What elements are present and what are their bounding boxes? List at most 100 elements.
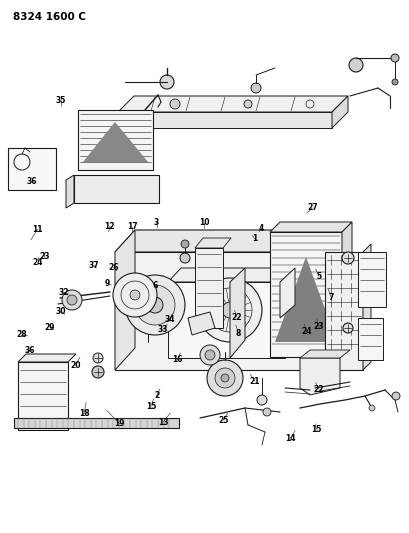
- Text: 33: 33: [157, 325, 168, 334]
- Circle shape: [67, 295, 77, 305]
- Polygon shape: [115, 230, 339, 252]
- Circle shape: [368, 405, 374, 411]
- Text: 22: 22: [313, 385, 324, 393]
- Polygon shape: [299, 358, 339, 395]
- Circle shape: [341, 252, 353, 264]
- Circle shape: [125, 275, 184, 335]
- Text: 16: 16: [171, 356, 182, 364]
- Polygon shape: [83, 122, 148, 162]
- Polygon shape: [274, 257, 336, 342]
- Text: 15: 15: [145, 402, 156, 410]
- Polygon shape: [118, 112, 331, 128]
- Polygon shape: [229, 268, 245, 358]
- Circle shape: [390, 54, 398, 62]
- Circle shape: [391, 392, 399, 400]
- Circle shape: [256, 395, 266, 405]
- Bar: [195, 248, 222, 328]
- Text: 9: 9: [105, 279, 110, 288]
- Circle shape: [262, 408, 270, 416]
- Circle shape: [214, 368, 234, 388]
- Text: 2: 2: [154, 391, 159, 400]
- Text: 7: 7: [328, 293, 333, 302]
- Polygon shape: [362, 244, 370, 370]
- Circle shape: [207, 360, 243, 396]
- Polygon shape: [66, 175, 74, 208]
- Text: 36: 36: [27, 177, 37, 187]
- Polygon shape: [188, 312, 214, 335]
- Circle shape: [243, 100, 252, 108]
- Polygon shape: [195, 238, 230, 248]
- Circle shape: [221, 302, 237, 318]
- Text: 24: 24: [301, 327, 311, 336]
- Text: 10: 10: [198, 219, 209, 227]
- Polygon shape: [319, 230, 339, 370]
- Text: 13: 13: [157, 418, 168, 426]
- Text: 34: 34: [164, 316, 175, 324]
- Circle shape: [342, 323, 352, 333]
- Text: 28: 28: [16, 330, 27, 339]
- Circle shape: [92, 366, 104, 378]
- Circle shape: [93, 353, 103, 363]
- Circle shape: [391, 79, 397, 85]
- Circle shape: [135, 285, 175, 325]
- Text: 22: 22: [231, 313, 242, 321]
- Polygon shape: [299, 350, 349, 358]
- Circle shape: [180, 240, 189, 248]
- Circle shape: [62, 290, 82, 310]
- Circle shape: [200, 345, 220, 365]
- Bar: [78, 110, 153, 170]
- Polygon shape: [115, 252, 319, 370]
- Bar: [324, 252, 362, 370]
- Text: 23: 23: [313, 322, 324, 330]
- Text: 27: 27: [306, 204, 317, 212]
- Text: 35: 35: [55, 96, 66, 104]
- Polygon shape: [270, 222, 351, 232]
- Circle shape: [348, 58, 362, 72]
- Bar: [270, 232, 341, 357]
- Text: 29: 29: [45, 324, 55, 332]
- Text: 25: 25: [218, 416, 228, 424]
- Bar: [8, 148, 56, 190]
- Circle shape: [147, 297, 163, 313]
- Circle shape: [198, 278, 261, 342]
- Text: 14: 14: [284, 434, 295, 442]
- Circle shape: [160, 75, 173, 89]
- Text: 26: 26: [108, 263, 119, 272]
- Circle shape: [220, 374, 229, 382]
- Circle shape: [180, 253, 189, 263]
- Polygon shape: [118, 96, 347, 112]
- Polygon shape: [341, 222, 351, 357]
- Polygon shape: [18, 354, 76, 362]
- Text: 8: 8: [235, 329, 241, 337]
- Polygon shape: [168, 268, 297, 282]
- Text: 12: 12: [104, 222, 115, 231]
- Bar: [74, 175, 159, 203]
- Bar: [14, 418, 179, 428]
- Text: 8324 1600 C: 8324 1600 C: [13, 12, 86, 22]
- Text: 18: 18: [79, 409, 89, 418]
- Text: 11: 11: [32, 225, 43, 233]
- Polygon shape: [115, 230, 135, 370]
- Text: 5: 5: [316, 272, 321, 280]
- Polygon shape: [284, 268, 297, 358]
- Text: 4: 4: [258, 224, 263, 232]
- Circle shape: [113, 273, 157, 317]
- Text: 3: 3: [154, 219, 159, 227]
- Polygon shape: [168, 282, 284, 358]
- Bar: [18, 362, 68, 430]
- Bar: [357, 252, 385, 307]
- Text: 6: 6: [152, 281, 157, 289]
- Text: 20: 20: [70, 361, 81, 369]
- Text: 36: 36: [24, 346, 35, 354]
- Bar: [357, 318, 382, 360]
- Circle shape: [130, 290, 139, 300]
- Text: 15: 15: [310, 425, 321, 434]
- Text: 17: 17: [126, 222, 137, 231]
- Text: 23: 23: [39, 253, 49, 261]
- Text: 37: 37: [88, 261, 99, 270]
- Polygon shape: [279, 268, 294, 318]
- Text: 1: 1: [252, 235, 257, 243]
- Text: 21: 21: [249, 377, 260, 385]
- Text: 30: 30: [55, 308, 66, 316]
- Circle shape: [250, 83, 261, 93]
